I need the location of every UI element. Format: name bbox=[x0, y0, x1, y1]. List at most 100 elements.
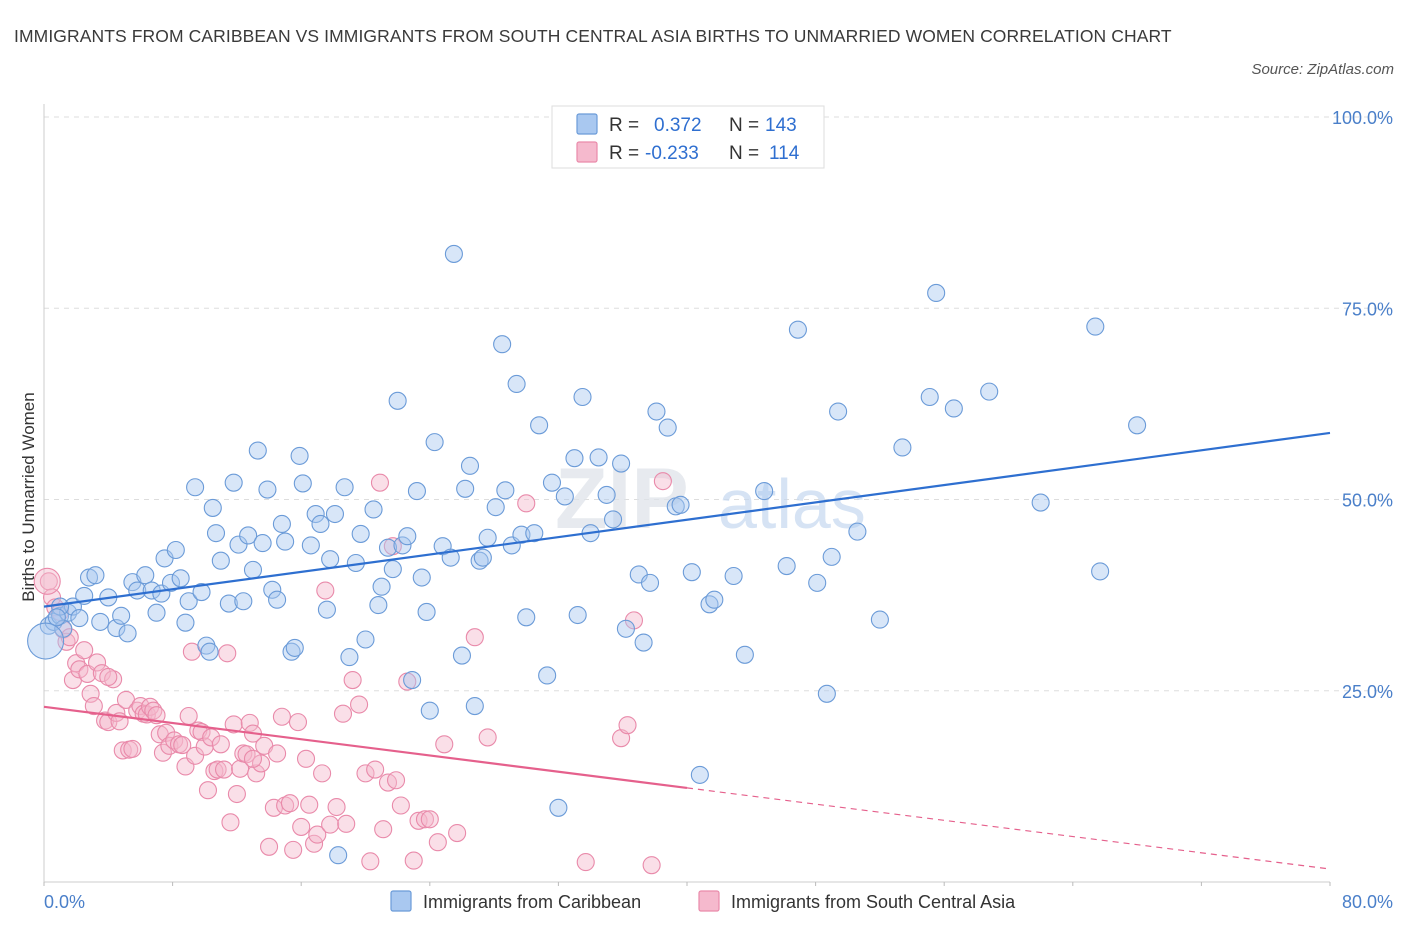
scatter-point-pink bbox=[653, 472, 672, 491]
scatter-point-blue bbox=[755, 482, 774, 501]
scatter-point-pink bbox=[276, 796, 295, 815]
scatter-point-blue bbox=[565, 449, 584, 468]
scatter-point-blue bbox=[549, 798, 568, 817]
trend-line-pink bbox=[43, 705, 688, 789]
scatter-point-pink bbox=[333, 704, 353, 723]
scatter-point-blue bbox=[538, 666, 557, 685]
scatter-point-pink bbox=[99, 667, 118, 687]
scatter-point-blue bbox=[378, 538, 398, 557]
scatter-point-pink bbox=[366, 760, 385, 779]
scatter-point-blue bbox=[944, 399, 963, 418]
scatter-point-blue bbox=[465, 696, 484, 716]
scatter-point-blue bbox=[507, 374, 526, 394]
scatter-point-pink bbox=[576, 853, 595, 872]
scatter-point-pink bbox=[208, 760, 227, 779]
scatter-point-blue bbox=[176, 613, 195, 632]
scatter-point-pink bbox=[308, 825, 327, 844]
legend-swatch-pink bbox=[576, 141, 598, 163]
scatter-point-blue bbox=[589, 448, 608, 467]
scatter-point-blue bbox=[690, 765, 709, 784]
scatter-point-pink bbox=[343, 670, 362, 690]
scatter-point-pink bbox=[296, 749, 316, 768]
scatter-point-pink bbox=[478, 728, 497, 747]
scatter-point-pink bbox=[113, 741, 132, 760]
scatter-point-blue bbox=[777, 557, 796, 576]
scatter-point-blue bbox=[788, 320, 807, 339]
scatter-point-blue bbox=[927, 283, 946, 303]
x-tick-label-min: 0.0% bbox=[44, 892, 85, 912]
bottom-legend-label-blue: Immigrants from Caribbean bbox=[423, 892, 641, 912]
scatter-point-pink bbox=[224, 715, 243, 734]
scatter-point-blue bbox=[91, 612, 110, 631]
scatter-point-blue bbox=[335, 478, 354, 497]
scatter-point-blue bbox=[290, 446, 309, 465]
scatter-point-blue bbox=[634, 633, 653, 652]
scatter-point-blue bbox=[597, 485, 616, 504]
scatter-point-blue bbox=[325, 504, 345, 524]
scatter-point-blue bbox=[393, 536, 412, 555]
y-tick-label: 100.0% bbox=[1332, 108, 1393, 128]
pink-series-points bbox=[33, 472, 672, 875]
scatter-point-pink bbox=[288, 713, 308, 732]
scatter-point-blue bbox=[417, 602, 436, 622]
scatter-point-pink bbox=[247, 764, 266, 783]
scatter-point-blue bbox=[86, 566, 105, 585]
scatter-point-blue bbox=[444, 244, 463, 263]
scatter-point-blue bbox=[340, 648, 359, 667]
scatter-point-pink bbox=[211, 735, 230, 754]
scatter-point-blue bbox=[848, 522, 867, 541]
scatter-point-blue bbox=[705, 590, 724, 609]
scatter-point-pink bbox=[350, 695, 369, 714]
scatter-point-pink bbox=[316, 581, 335, 600]
scatter-point-pink bbox=[221, 813, 240, 832]
scatter-point-blue bbox=[407, 482, 426, 501]
legend-n-value-blue: 143 bbox=[765, 115, 797, 136]
scatter-point-blue bbox=[234, 592, 253, 611]
scatter-point-blue bbox=[372, 577, 391, 596]
scatter-point-pink bbox=[280, 794, 299, 813]
scatter-point-blue bbox=[724, 566, 743, 586]
scatter-point-pink bbox=[337, 814, 356, 833]
scatter-point-pink bbox=[218, 644, 237, 663]
scatter-point-blue bbox=[640, 573, 660, 592]
scatter-point-blue bbox=[70, 609, 89, 628]
scatter-point-blue bbox=[1086, 317, 1105, 336]
scatter-point-blue bbox=[470, 551, 489, 570]
scatter-point-blue bbox=[452, 646, 472, 665]
scatter-point-blue bbox=[306, 504, 325, 524]
legend-r-value-blue: 0.372 bbox=[654, 115, 702, 136]
top-legend: R = 0.372 N = 143 R = -0.233 N = 114 bbox=[551, 105, 825, 169]
scatter-point-blue bbox=[272, 514, 291, 534]
scatter-point-blue bbox=[321, 550, 340, 569]
grid-lines bbox=[44, 116, 1393, 692]
y-tick-labels: 25.0% 50.0% 75.0% 100.0% bbox=[1332, 108, 1393, 702]
watermark-zip: ZIP bbox=[555, 451, 689, 547]
scatter-point-blue bbox=[203, 498, 222, 517]
scatter-point-blue bbox=[388, 391, 407, 410]
scatter-point-blue bbox=[239, 526, 258, 545]
scatter-point-pink bbox=[160, 736, 179, 755]
scatter-point-blue bbox=[555, 487, 574, 506]
scatter-point-pink bbox=[195, 737, 214, 756]
scatter-point-pink bbox=[313, 764, 332, 783]
scatter-point-blue bbox=[735, 645, 754, 664]
scatter-point-blue bbox=[612, 454, 631, 473]
scatter-point-pink bbox=[465, 628, 484, 647]
scatter-point-blue bbox=[166, 540, 185, 560]
scatter-point-pink bbox=[327, 797, 346, 817]
scatter-point-blue bbox=[224, 473, 243, 492]
scatter-point-blue bbox=[171, 569, 190, 588]
scatter-point-blue bbox=[351, 524, 370, 543]
scatter-point-blue bbox=[568, 605, 587, 625]
scatter-point-blue bbox=[808, 573, 827, 592]
scatter-point-pink bbox=[448, 823, 467, 843]
scatter-point-blue bbox=[192, 583, 211, 602]
scatter-point-blue bbox=[980, 382, 999, 401]
scatter-point-pink bbox=[173, 736, 192, 755]
trend-line-pink-extension bbox=[686, 787, 1331, 870]
scatter-point-blue bbox=[486, 498, 505, 517]
y-tick-label: 25.0% bbox=[1342, 682, 1393, 702]
trend-line-blue bbox=[43, 431, 1331, 608]
scatter-point-blue bbox=[530, 416, 549, 435]
watermark-atlas: atlas bbox=[718, 465, 866, 543]
